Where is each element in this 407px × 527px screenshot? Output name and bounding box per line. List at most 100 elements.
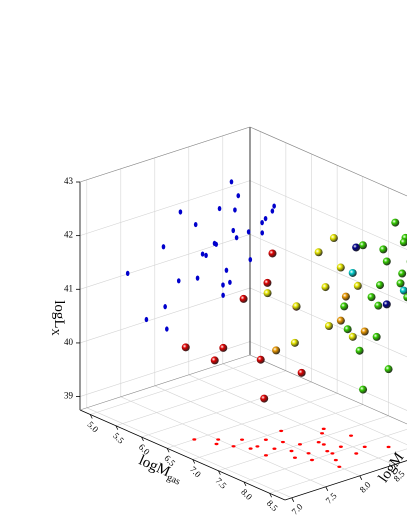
floor-point: [337, 465, 342, 468]
grid-line: [120, 396, 326, 488]
z-tick-label: 40: [64, 337, 74, 347]
data-point: [358, 241, 367, 250]
z-axis-label: logLX: [49, 300, 67, 336]
y-tick: [325, 486, 329, 491]
data-point: [396, 279, 405, 288]
floor-point: [297, 443, 302, 446]
floor-point: [349, 434, 354, 437]
grid-line: [115, 370, 286, 427]
floor-point: [386, 445, 391, 449]
x-tick: [166, 448, 170, 453]
data-point: [263, 278, 272, 287]
grid-line: [249, 180, 407, 250]
grid-line: [188, 374, 394, 466]
floor-point: [321, 443, 326, 446]
grid-line: [154, 385, 360, 477]
data-point: [290, 338, 299, 347]
floor-point: [272, 447, 277, 450]
data-point: [165, 326, 169, 332]
data-point: [181, 343, 190, 352]
data-point: [260, 230, 265, 236]
grid-line: [141, 381, 312, 438]
x-tick-label: 8.0: [239, 487, 254, 502]
data-point: [403, 293, 407, 302]
data-point: [268, 249, 277, 258]
data-point: [221, 282, 225, 288]
data-point: [367, 293, 376, 302]
floor-point: [263, 454, 268, 457]
floor-point: [263, 438, 268, 441]
data-point: [248, 257, 253, 263]
y-tick-label: 7.0: [290, 501, 305, 516]
grid-line: [222, 363, 407, 445]
floor-point: [216, 438, 221, 441]
z-tick-label: 39: [64, 391, 74, 401]
x-tick: [89, 414, 93, 419]
data-point: [399, 238, 407, 247]
x-tick-label: 6.0: [137, 442, 152, 457]
x-tick-label: 7.0: [188, 464, 203, 479]
data-point: [195, 275, 200, 281]
grid-line: [249, 234, 407, 304]
floor-point: [362, 445, 367, 449]
grid-line: [79, 287, 251, 344]
y-tick-label: 8.0: [358, 479, 373, 494]
data-point: [221, 292, 225, 298]
grid-line: [269, 448, 407, 494]
floor-point: [321, 427, 326, 431]
data-point: [336, 316, 345, 325]
grid-line: [243, 428, 407, 483]
y-tick-label: 7.5: [324, 490, 339, 505]
data-point: [348, 268, 357, 277]
floor-point: [240, 438, 245, 441]
floor-point: [338, 445, 343, 448]
data-point: [144, 316, 149, 323]
data-point: [176, 278, 181, 284]
z-tick-label: 42: [64, 230, 73, 240]
data-point: [272, 346, 281, 355]
data-point: [336, 263, 345, 272]
data-point: [193, 221, 198, 228]
data-point: [352, 243, 361, 252]
data-point: [231, 227, 236, 234]
grid: [79, 126, 407, 499]
floor-point: [310, 458, 314, 462]
floor-point: [316, 441, 321, 444]
data-point: [234, 235, 239, 241]
floor-point: [333, 458, 338, 462]
data-point: [360, 327, 369, 336]
data-point: [224, 267, 229, 273]
grid-line: [218, 415, 389, 472]
data-point: [236, 193, 241, 199]
data-point: [297, 368, 306, 377]
data-point: [343, 325, 352, 334]
data-point: [321, 283, 330, 292]
floor-point: [214, 442, 219, 446]
y-tick: [359, 475, 363, 480]
z-tick-label: 41: [64, 283, 73, 293]
data-point: [324, 321, 333, 330]
data-point: [384, 365, 393, 374]
floor-point: [289, 449, 294, 453]
floor-point: [231, 445, 236, 448]
data-point: [359, 385, 368, 394]
data-point: [212, 240, 217, 246]
data-point: [217, 205, 222, 212]
x-tick-label: 5.0: [85, 419, 100, 434]
box-edge: [79, 354, 251, 411]
data-point: [340, 302, 349, 311]
data-point: [219, 343, 228, 352]
box-edge: [79, 126, 251, 183]
x-tick-label: 8.5: [265, 498, 280, 513]
floor-point: [330, 452, 335, 455]
grid-line: [86, 407, 292, 499]
x-tick: [115, 425, 119, 430]
data-point: [246, 229, 251, 235]
data-point: [341, 292, 350, 301]
data-point: [233, 207, 237, 213]
data-point: [178, 209, 183, 215]
grid-line: [249, 287, 407, 358]
data-point: [391, 218, 400, 227]
x-tick-label: 5.5: [111, 431, 126, 446]
